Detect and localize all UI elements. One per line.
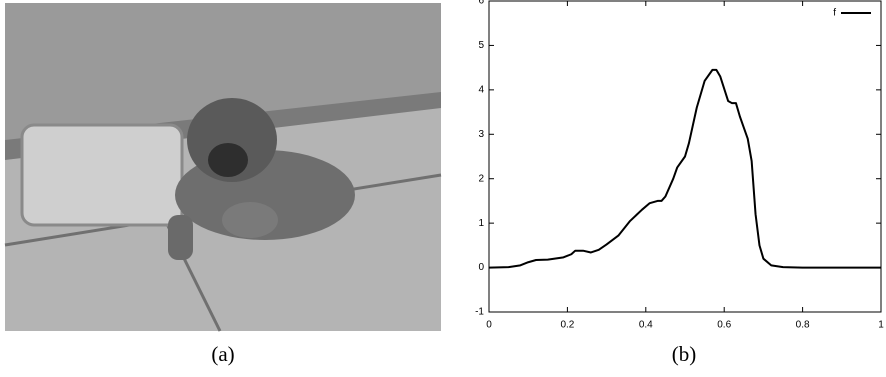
x-tick-label: 0.4 [639, 320, 653, 331]
photo-container [20, 123, 184, 227]
x-tick-label: 0.2 [560, 320, 574, 331]
plot-frame [488, 0, 882, 313]
x-tick-label: 0.8 [796, 320, 810, 331]
x-tick-label: 0 [486, 320, 492, 331]
y-tick-label: 3 [478, 129, 484, 140]
y-tick-label: 2 [478, 173, 484, 184]
photo-dog-leg [168, 215, 193, 260]
y-tick-label: 0 [478, 262, 484, 273]
photo-dog-paw [222, 202, 278, 238]
x-tick-label: 0.6 [717, 320, 731, 331]
x-tick-label: 1 [878, 320, 884, 331]
y-tick-label: 6 [478, 0, 484, 7]
line [488, 68, 881, 269]
legend-label: f [833, 8, 836, 19]
y-tick-label: -1 [475, 307, 484, 318]
photo-dog-muzzle [208, 143, 248, 177]
caption: (a) [211, 342, 234, 366]
y-tick-label: 5 [478, 40, 484, 51]
y-tick-label: 4 [478, 84, 484, 95]
caption: (b) [672, 342, 697, 366]
y-tick-label: 1 [478, 218, 484, 229]
photo [4, 3, 442, 332]
